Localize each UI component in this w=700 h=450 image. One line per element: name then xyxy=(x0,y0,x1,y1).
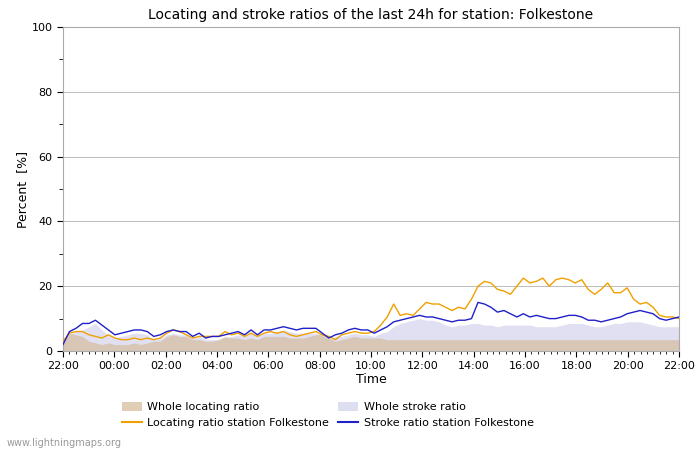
Y-axis label: Percent  [%]: Percent [%] xyxy=(16,150,29,228)
Legend: Whole locating ratio, Locating ratio station Folkestone, Whole stroke ratio, Str: Whole locating ratio, Locating ratio sta… xyxy=(118,399,537,432)
Text: www.lightningmaps.org: www.lightningmaps.org xyxy=(7,438,122,448)
X-axis label: Time: Time xyxy=(356,373,386,386)
Title: Locating and stroke ratios of the last 24h for station: Folkestone: Locating and stroke ratios of the last 2… xyxy=(148,8,594,22)
